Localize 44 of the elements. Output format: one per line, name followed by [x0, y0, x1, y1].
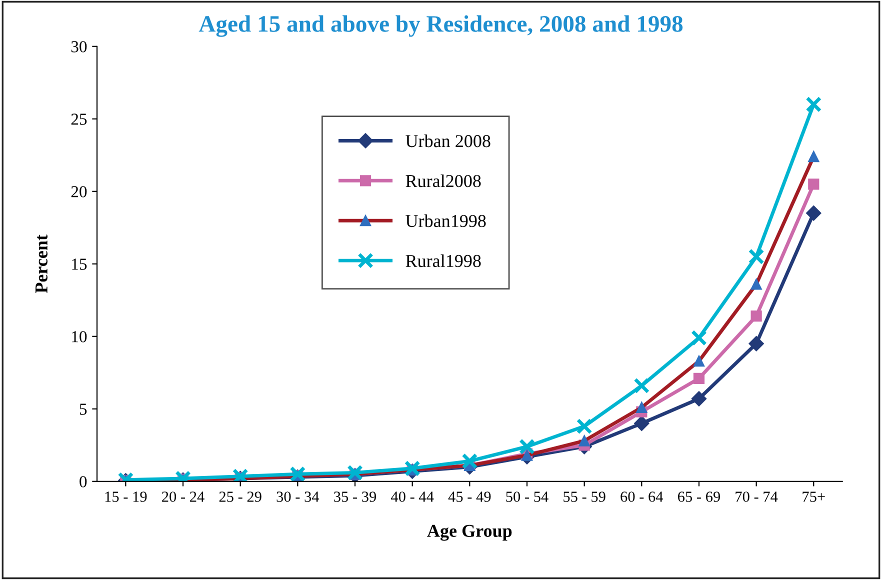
x-tick-label: 55 - 59 [564, 492, 606, 502]
point [347, 464, 363, 481]
legend-label: Urban1998 [406, 214, 486, 228]
point [519, 438, 535, 455]
y-axis-title: Percent [36, 234, 48, 294]
y-tick-label: 15 [72, 258, 87, 270]
x-tick-label: 35 - 39 [334, 492, 376, 502]
x-tick-label: 25 - 29 [219, 492, 262, 502]
point [290, 466, 306, 482]
point [691, 391, 707, 406]
x-tick-label: 15 - 19 [105, 492, 147, 502]
point [576, 418, 592, 434]
point [806, 96, 822, 112]
x-tick-label: 40 - 44 [390, 492, 434, 502]
y-tick-label: 5 [80, 404, 87, 415]
x-tick-label: 60 - 64 [620, 492, 664, 502]
point [404, 460, 420, 476]
point [634, 416, 650, 431]
y-tick-label: 10 [72, 331, 87, 342]
y-tick-label: 30 [71, 41, 87, 52]
point [691, 330, 707, 346]
point [693, 372, 705, 384]
point [462, 453, 478, 470]
point [808, 178, 820, 190]
point [750, 310, 762, 322]
y-tick-label: 20 [71, 186, 87, 198]
y-tick-label: 0 [80, 476, 87, 488]
x-tick-label: 45 - 49 [448, 492, 491, 502]
point [634, 378, 650, 394]
legend-label: Urban 2008 [406, 134, 490, 148]
chart-title: Aged 15 and above by Residence, 2008 and 1998 [198, 15, 683, 37]
point [748, 248, 764, 265]
x-tick-label: 65 - 69 [678, 492, 720, 502]
x-axis-title: Age Group [427, 524, 512, 541]
x-tick-label: 30 - 34 [276, 492, 320, 502]
x-tick-label: 50 - 54 [506, 492, 548, 502]
x-tick-label: 75+ [802, 492, 825, 502]
point [806, 206, 822, 221]
x-tick-label: 70 - 74 [736, 492, 778, 502]
y-tick-label: 25 [71, 114, 87, 125]
legend-label: Rural1998 [406, 254, 481, 268]
legend-label: Rural2008 [406, 174, 481, 188]
x-tick-label: 20 - 24 [162, 492, 204, 502]
point [748, 336, 764, 352]
